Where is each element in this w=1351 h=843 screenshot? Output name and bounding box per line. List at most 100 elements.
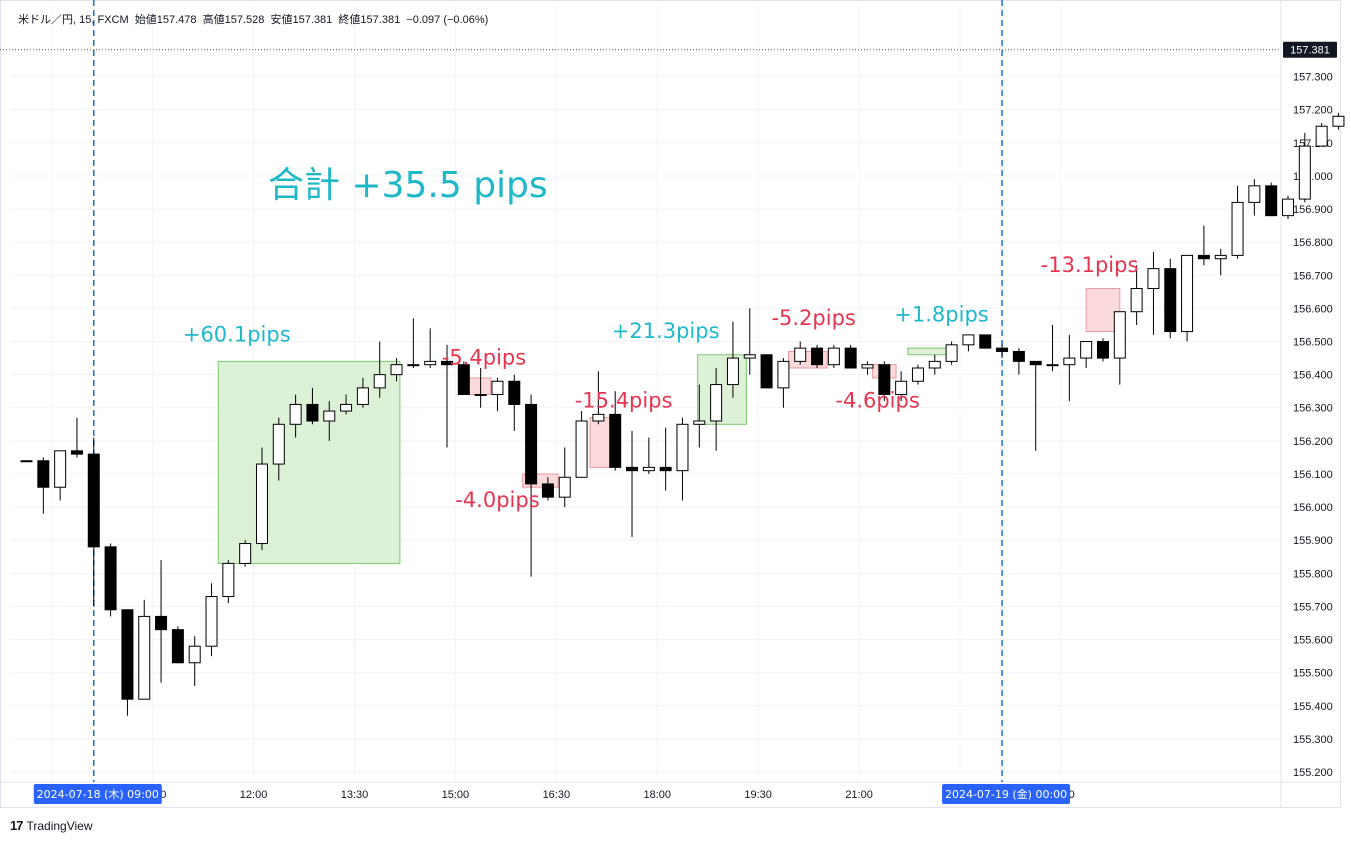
candle — [1080, 341, 1093, 369]
candle — [1214, 248, 1227, 276]
bull-candle-body — [54, 450, 67, 488]
bull-candle-body — [390, 364, 403, 376]
candle — [20, 460, 33, 463]
high-label: 高値 — [202, 14, 225, 26]
bear-candle-body — [1197, 254, 1210, 260]
symbol-label: 米ドル／円, 15, FXCM — [18, 14, 129, 26]
candle — [1315, 122, 1328, 147]
bull-candle-body — [1248, 185, 1261, 203]
candle — [726, 321, 739, 398]
open-value: 157.478 — [156, 14, 197, 26]
bull-candle-body — [323, 410, 336, 422]
bear-candle-body — [811, 347, 824, 366]
candle — [609, 391, 622, 471]
y-tick-label: 156.700 — [1293, 270, 1333, 282]
candle — [558, 447, 571, 508]
bear-candle-body — [1012, 350, 1025, 362]
trade-pips-label: -13.1pips — [1041, 253, 1139, 277]
candle — [138, 599, 151, 700]
trade-pips-label: -5.4pips — [442, 346, 526, 370]
candle — [861, 361, 874, 375]
candle — [525, 394, 538, 577]
bear-candle-body — [996, 347, 1009, 352]
candle — [87, 437, 100, 607]
bull-candle-body — [356, 387, 369, 405]
candle — [760, 354, 773, 389]
candle — [676, 417, 689, 501]
candle — [928, 354, 941, 375]
candle — [1181, 254, 1194, 342]
bull-candle-body — [794, 347, 807, 362]
candle — [1096, 338, 1109, 362]
bull-candle-body — [255, 463, 268, 545]
bull-candle-body — [222, 562, 235, 598]
candle — [323, 401, 336, 441]
bear-candle-body — [878, 364, 891, 396]
candle — [979, 334, 992, 349]
candle — [1231, 185, 1244, 259]
bear-candle-body — [306, 403, 319, 422]
bull-candle-body — [911, 367, 924, 382]
bull-candle-body — [928, 360, 941, 369]
bull-candle-body — [592, 413, 605, 422]
candle — [356, 377, 369, 408]
candle — [340, 394, 353, 415]
bull-candle-body — [945, 344, 958, 362]
bear-candle-body — [508, 380, 521, 405]
bull-candle-body — [1332, 115, 1345, 127]
bull-candle-body — [373, 374, 386, 389]
candle — [474, 368, 487, 408]
bear-candle-body — [104, 546, 117, 611]
brand-name: TradingView — [26, 818, 93, 833]
bull-candle-body — [424, 360, 437, 366]
candle — [794, 341, 807, 365]
bull-candle-body — [1130, 288, 1143, 313]
bear-candle-body — [121, 609, 134, 700]
bull-candle-body — [20, 460, 33, 463]
bear-candle-body — [844, 347, 857, 369]
candle — [205, 583, 218, 657]
candle — [407, 318, 420, 369]
bull-candle-body — [1063, 357, 1076, 366]
bull-candle-body — [1231, 201, 1244, 256]
low-label: 安値 — [270, 14, 293, 26]
bull-candle-body — [1214, 254, 1227, 260]
candle — [306, 387, 319, 425]
session-date-badge — [33, 784, 162, 804]
y-tick-label: 156.400 — [1293, 370, 1333, 382]
candle — [457, 361, 470, 396]
candle — [895, 371, 908, 402]
last-price-value: 157.381 — [1290, 45, 1330, 57]
bull-candle-body — [743, 354, 756, 359]
y-tick-label: 156.300 — [1293, 403, 1333, 415]
bear-candle-body — [525, 403, 538, 485]
bull-candle-body — [1315, 125, 1328, 147]
candle — [1147, 252, 1160, 335]
tradingview-brand[interactable]: 17 TradingView — [10, 818, 93, 833]
bear-candle-body — [37, 460, 50, 488]
bear-candle-body — [979, 334, 992, 349]
candle — [1113, 311, 1126, 385]
bull-candle-body — [710, 384, 723, 422]
trade-pips-label: -5.2pips — [771, 306, 855, 330]
x-tick-label: 15:00 — [442, 789, 470, 801]
bull-candle-body — [205, 596, 218, 647]
candle — [878, 361, 891, 402]
x-tick-label: 16:30 — [543, 789, 571, 801]
y-tick-label: 155.700 — [1293, 601, 1333, 613]
win-trade-box — [217, 360, 401, 564]
y-tick-label: 156.100 — [1293, 469, 1333, 481]
candle — [1029, 360, 1042, 451]
x-tick-label: 19:30 — [744, 789, 772, 801]
candle — [1332, 112, 1345, 130]
y-tick-label: 155.600 — [1293, 635, 1333, 647]
candle — [575, 411, 588, 478]
candle — [491, 377, 504, 412]
candle — [255, 447, 268, 551]
loss-trade-box — [466, 377, 492, 396]
bull-candle-body — [676, 423, 689, 472]
trade-pips-label: -15.4pips — [575, 389, 673, 413]
candle — [222, 560, 235, 604]
candle — [911, 364, 924, 385]
